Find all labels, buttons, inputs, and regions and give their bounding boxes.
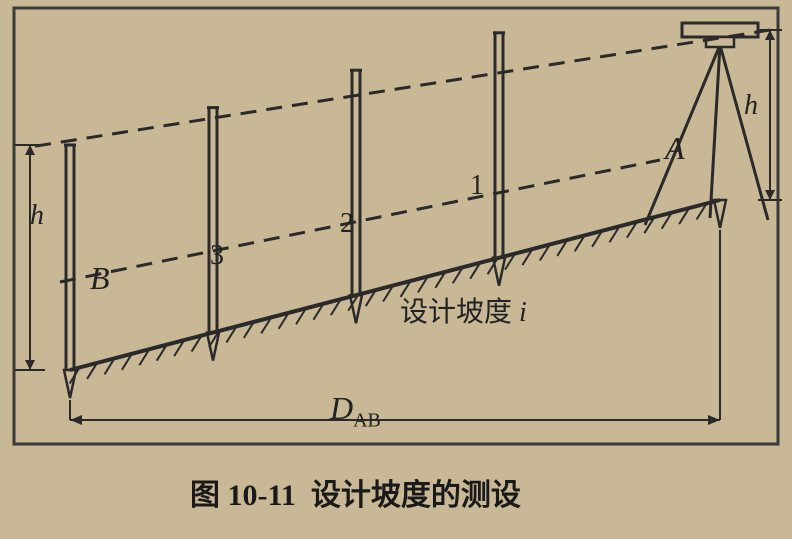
diagram-canvas: h h A B 1 2 3 设计坡度 i DAB 图 10-11 设计坡度的测设 [0,0,792,539]
distance-D: D [330,390,353,426]
label-1: 1 [470,170,484,202]
diagram-svg [0,0,792,539]
distance-sub-AB: AB [353,409,381,431]
slope-symbol-i: i [519,297,527,328]
caption-title: 设计坡度的测设 [311,479,521,512]
distance-label: DAB [330,390,381,432]
design-slope-text: 设计坡度 i [400,290,527,330]
label-B: B [90,260,110,297]
design-slope-cn: 设计坡度 [400,297,512,328]
label-3: 3 [210,240,224,272]
label-h-right: h [744,90,758,122]
label-A: A [665,130,685,167]
figure-caption: 图 10-11 设计坡度的测设 [190,470,521,514]
caption-prefix: 图 10-11 [190,479,296,512]
label-2: 2 [340,208,354,240]
label-h-left: h [30,200,44,232]
